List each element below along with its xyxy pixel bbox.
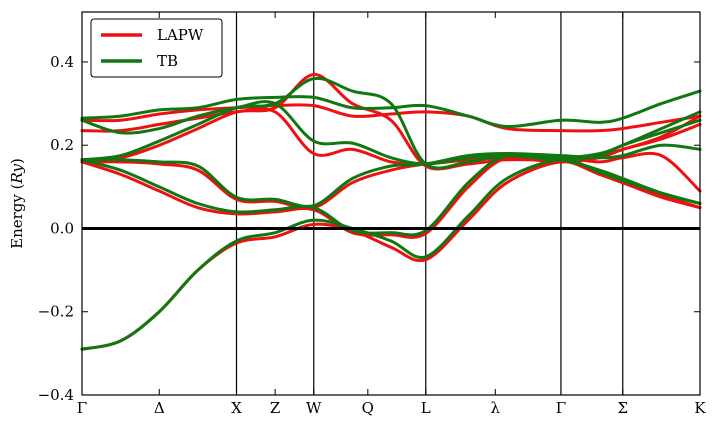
lapw-band-0 [80, 160, 702, 351]
series-tb [80, 76, 702, 351]
lapw-band-1 [80, 154, 702, 239]
tb-band-0 [80, 158, 702, 351]
plot-frame [81, 11, 701, 396]
y-axis-label-prefix: Energy ( [8, 184, 26, 249]
x-tick-label-10: K [694, 399, 706, 417]
tb-band-3 [80, 100, 702, 166]
legend: LAPW TB [90, 18, 223, 78]
x-tick-label-4: W [306, 399, 322, 417]
series-lapw [80, 72, 702, 351]
y-tick-label-0: 0.4 [50, 53, 74, 71]
y-axis-label: Energy (Ry) [8, 158, 26, 249]
series-layer [80, 72, 702, 351]
tb-band-4 [80, 143, 702, 208]
tb-band-1 [80, 152, 702, 237]
y-tick-label-4: −0.4 [38, 386, 74, 404]
lapw-band-4 [80, 151, 702, 210]
legend-label-lapw: LAPW [157, 26, 204, 44]
x-tick-label-8: Γ [556, 399, 566, 417]
y-axis-label-suffix: ) [8, 158, 26, 164]
y-tick-label-1: 0.2 [50, 136, 74, 154]
x-tick-label-2: X [231, 399, 242, 417]
x-tick-label-6: L [421, 399, 431, 417]
x-tick-label-0: Γ [77, 399, 87, 417]
legend-label-tb: TB [157, 52, 178, 70]
lapw-band-3 [80, 107, 702, 166]
lapw-band-5 [80, 103, 702, 133]
y-tick-label-3: −0.2 [38, 303, 74, 321]
tb-band-5 [80, 89, 702, 128]
y-tick-label-2: 0.0 [50, 219, 74, 237]
x-tick-label-9: Σ [617, 399, 628, 417]
x-tick-label-5: Q [362, 399, 374, 417]
x-tick-label-7: λ [491, 399, 501, 417]
x-tick-label-1: Δ [154, 399, 165, 417]
x-tick-label-3: Z [270, 399, 280, 417]
y-axis-label-unit: Ry [8, 163, 26, 184]
